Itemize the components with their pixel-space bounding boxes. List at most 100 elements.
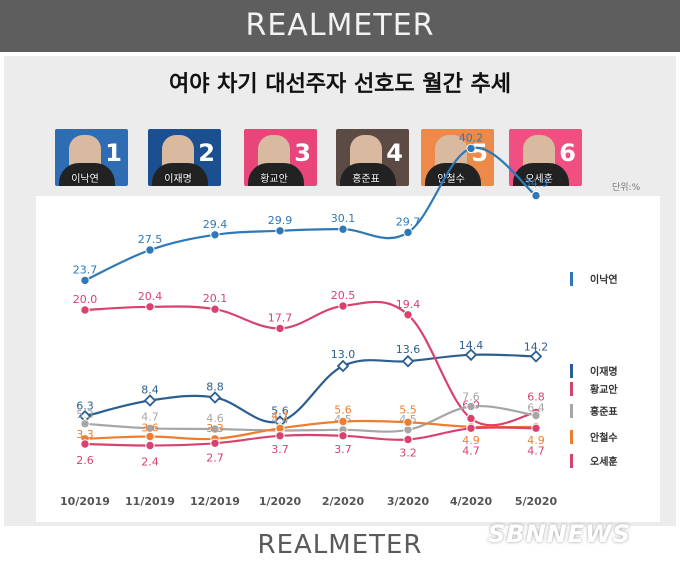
x-tick-label: 10/2019 [60, 495, 110, 508]
legend-swatch [570, 430, 573, 444]
data-label: 20.1 [203, 292, 228, 305]
data-label: 3.3 [76, 428, 94, 441]
data-point [529, 350, 543, 363]
data-label: 27.5 [138, 233, 163, 246]
legend-swatch [570, 272, 573, 286]
x-tick-label: 4/2020 [450, 495, 493, 508]
x-tick-label: 3/2020 [387, 495, 430, 508]
data-point [338, 416, 348, 427]
data-point [401, 354, 415, 368]
data-point [210, 438, 220, 448]
data-label: 4.9 [462, 434, 480, 447]
legend-label: 오세훈 [590, 455, 618, 468]
legend-label: 안철수 [590, 431, 618, 444]
data-point [403, 434, 413, 445]
data-label: 8.4 [141, 384, 159, 397]
data-label: 34.3 [524, 177, 549, 190]
portrait-suit [340, 163, 396, 186]
data-point [210, 304, 220, 314]
data-label: 19.4 [396, 298, 421, 311]
portrait-suit [248, 163, 304, 186]
data-point [403, 310, 413, 320]
data-point [145, 245, 155, 255]
data-point [403, 227, 413, 238]
candidate-card-1: 1 이낙연 [55, 129, 128, 186]
portrait-suit [513, 163, 569, 186]
data-label: 40.2 [459, 131, 484, 144]
data-label: 5.3 [76, 408, 94, 421]
candidate-name: 홍준표 [352, 174, 380, 185]
data-point [275, 323, 285, 334]
x-tick-label: 5/2020 [515, 495, 558, 508]
candidate-card-6: 6 오세훈 [509, 129, 582, 186]
data-label: 20.0 [73, 293, 98, 306]
data-point [275, 431, 285, 441]
data-point [466, 423, 476, 433]
data-label: 23.7 [73, 263, 98, 276]
x-tick-label: 1/2020 [259, 495, 302, 508]
x-tick-label: 12/2019 [190, 495, 240, 508]
data-label: 3.7 [334, 443, 352, 456]
data-point [338, 431, 348, 441]
data-point [145, 440, 155, 451]
candidate-number: 5 [471, 139, 488, 167]
data-point [403, 417, 413, 427]
data-point [338, 301, 348, 311]
data-label: 29.9 [268, 214, 293, 227]
data-point [210, 424, 220, 434]
brand-logo-bottom: REALMETER [257, 530, 423, 560]
data-label: 2.6 [76, 454, 94, 467]
data-label: 5.6 [334, 404, 352, 417]
candidate-name: 이낙연 [71, 174, 99, 185]
data-label: 3.6 [141, 422, 159, 435]
candidate-name: 황교안 [260, 174, 288, 185]
data-label: 6.3 [76, 399, 94, 412]
data-label: 13.6 [396, 343, 421, 356]
watermark: SBNNEWS [488, 520, 631, 548]
data-point [145, 302, 155, 312]
data-label: 5.5 [399, 403, 417, 416]
candidate-number: 1 [105, 139, 122, 167]
data-label: 14.2 [524, 340, 549, 353]
data-label: 4.9 [527, 434, 545, 447]
data-point [338, 224, 348, 234]
candidate-card-3: 3 황교안 [244, 129, 317, 186]
candidate-name: 이재명 [164, 174, 192, 185]
legend-swatch [570, 364, 573, 378]
data-point [275, 226, 285, 236]
data-point [145, 431, 155, 442]
brand-logo-top: REALMETER [245, 8, 435, 43]
data-label: 4.7 [141, 410, 159, 423]
portrait-suit [425, 163, 481, 186]
data-point [531, 423, 541, 433]
data-point [80, 439, 90, 449]
data-point [531, 410, 541, 421]
candidate-name: 오세훈 [525, 174, 553, 185]
candidate-number: 6 [559, 139, 576, 167]
data-point [466, 401, 476, 412]
data-point [80, 419, 90, 429]
data-label: 6.8 [527, 391, 545, 404]
data-label: 17.7 [268, 311, 293, 324]
data-label: 4.7 [462, 444, 480, 457]
data-point [464, 348, 478, 362]
data-point [466, 143, 476, 154]
unit-label: 단위:% [612, 183, 641, 193]
chart-title: 여야 차기 대선주자 선호도 월간 추세 [169, 72, 511, 97]
legend-swatch [570, 404, 573, 418]
data-label: 2.7 [206, 451, 224, 464]
data-label: 8.8 [206, 381, 224, 394]
data-label: 3.2 [399, 447, 417, 460]
legend-label: 황교안 [590, 383, 618, 396]
data-label: 14.4 [459, 339, 484, 352]
series-line-6 [84, 426, 537, 447]
series-line-2 [84, 353, 537, 424]
data-point [531, 190, 541, 201]
legend-label: 이낙연 [590, 273, 618, 286]
candidate-card-2: 2 이재명 [148, 129, 221, 186]
candidate-number: 2 [198, 139, 215, 167]
data-point [80, 305, 90, 315]
data-label: 20.5 [331, 289, 356, 302]
data-label: 29.7 [396, 215, 421, 228]
